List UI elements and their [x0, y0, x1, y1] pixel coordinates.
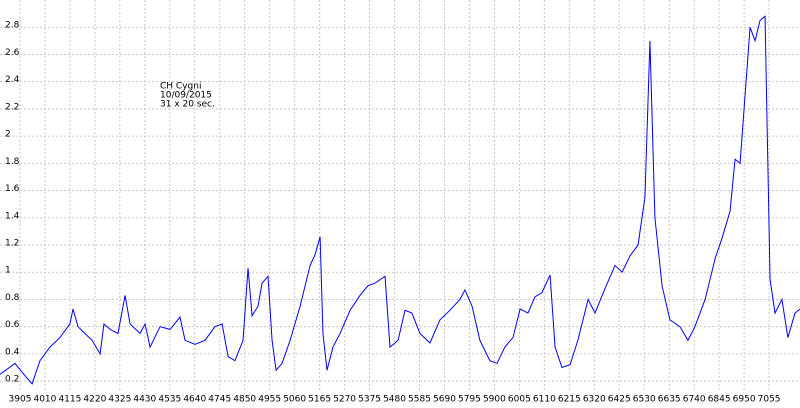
y-tick-label: 0.8	[5, 293, 20, 303]
y-tick-label: 1.2	[5, 239, 19, 249]
spectrum-line	[0, 15, 800, 385]
x-tick-label: 4955	[258, 395, 281, 405]
x-tick-label: 4745	[208, 395, 231, 405]
x-tick-label: 6740	[683, 395, 706, 405]
x-tick-label: 6005	[508, 395, 531, 405]
x-tick-label: 5060	[283, 395, 306, 405]
x-tick-label: 6425	[608, 395, 631, 405]
x-tick-label: 5585	[408, 395, 431, 405]
y-tick-label: 0.4	[5, 347, 20, 357]
y-tick-label: 2.2	[5, 102, 19, 112]
plot	[0, 15, 800, 385]
y-tick-label: 0.2	[5, 375, 19, 385]
x-tick-label: 6950	[733, 395, 756, 405]
x-tick-label: 6635	[658, 395, 681, 405]
x-tick-label: 4325	[108, 395, 131, 405]
annotation: 10/09/2015	[160, 91, 212, 101]
x-tick-label: 4010	[33, 395, 56, 405]
x-tick-label: 4115	[58, 395, 81, 405]
x-tick-label: 6110	[533, 395, 556, 405]
x-tick-label: 5165	[308, 395, 331, 405]
x-tick-label: 6320	[583, 395, 606, 405]
y-tick-label: 1.4	[5, 211, 20, 221]
annotation: 31 x 20 sec.	[160, 100, 215, 110]
annotation: CH Cygni	[160, 82, 201, 92]
x-tick-label: 6530	[633, 395, 656, 405]
x-tick-label: 5795	[458, 395, 481, 405]
x-tick-label: 4430	[133, 395, 156, 405]
x-tick-label: 5480	[383, 395, 406, 405]
y-tick-label: 2	[5, 130, 11, 140]
x-tick-label: 3905	[9, 395, 32, 405]
x-tick-label: 5900	[483, 395, 506, 405]
x-tick-label: 6215	[558, 395, 581, 405]
y-tick-label: 2.4	[5, 75, 20, 85]
x-tick-label: 5270	[333, 395, 356, 405]
grid	[0, 0, 800, 392]
y-tick-label: 1.6	[5, 184, 20, 194]
x-tick-label: 4220	[83, 395, 106, 405]
x-tick-label: 4850	[233, 395, 256, 405]
y-tick-label: 2.6	[5, 48, 20, 58]
x-tick-label: 4535	[158, 395, 181, 405]
y-tick-label: 0.6	[5, 320, 20, 330]
x-tick-label: 4640	[183, 395, 206, 405]
x-tick-label: 5690	[433, 395, 456, 405]
x-tick-label: 6845	[708, 395, 731, 405]
y-tick-label: 1	[5, 266, 11, 276]
x-tick-label: 7055	[758, 395, 781, 405]
x-tick-label: 5375	[358, 395, 381, 405]
y-tick-label: 1.8	[5, 157, 20, 167]
y-tick-label: 2.8	[5, 21, 20, 31]
